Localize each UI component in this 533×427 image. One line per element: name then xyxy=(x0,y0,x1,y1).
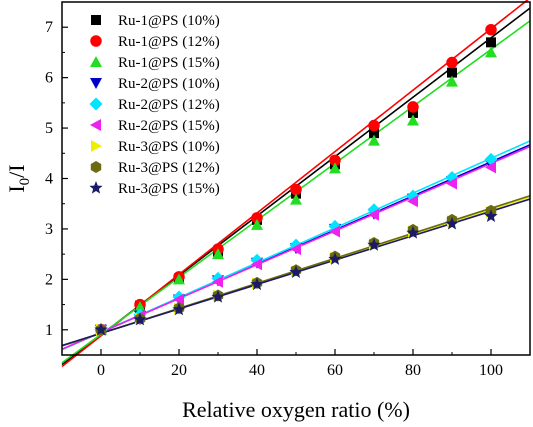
legend-label: Ru-2@PS (10%) xyxy=(118,76,220,92)
data-point-series-2 xyxy=(329,154,341,167)
data-point-series-1 xyxy=(408,107,418,118)
axis-ticks: 0 20 40 60 80 100 1 2 3 4 5 6 7 xyxy=(45,1,531,379)
legend-label: Ru-3@PS (15%) xyxy=(118,181,220,197)
y-axis-title-sub: 0 xyxy=(17,178,33,186)
legend-marker xyxy=(91,15,101,25)
data-point-series-6 xyxy=(173,293,184,306)
data-point-series-9 xyxy=(484,209,498,222)
legend-label: Ru-1@PS (15%) xyxy=(118,55,220,71)
legend-marker xyxy=(91,140,102,152)
legend-marker xyxy=(89,181,103,194)
data-point-series-3 xyxy=(368,134,380,146)
legend-label: Ru-1@PS (10%) xyxy=(118,13,220,29)
x-tick-label: 60 xyxy=(327,362,343,379)
data-point-series-1 xyxy=(447,67,457,78)
data-point-series-9 xyxy=(328,252,342,265)
data-point-series-6 xyxy=(290,243,301,256)
data-point-series-2 xyxy=(368,119,380,132)
data-point-series-1 xyxy=(486,37,496,48)
legend-marker xyxy=(90,119,101,131)
data-point-series-9 xyxy=(250,277,264,291)
data-point-series-3 xyxy=(407,114,419,126)
data-point-series-6 xyxy=(485,161,496,174)
x-tick-label: 0 xyxy=(97,362,105,379)
legend-label: Ru-2@PS (12%) xyxy=(118,97,220,113)
y-tick-label: 4 xyxy=(45,171,53,188)
y-tick-label: 3 xyxy=(45,221,53,238)
x-tick-label: 20 xyxy=(171,362,187,379)
data-point-series-9 xyxy=(367,238,381,251)
y-tick-label: 5 xyxy=(45,120,53,137)
x-tick-label: 40 xyxy=(249,362,265,379)
data-point-series-3 xyxy=(134,301,146,313)
data-point-series-3 xyxy=(329,162,341,174)
data-point-series-1 xyxy=(369,128,379,139)
data-point-series-9 xyxy=(289,265,303,278)
data-point-series-9 xyxy=(406,225,420,239)
data-point-series-2 xyxy=(251,212,263,224)
data-point-series-6 xyxy=(407,195,418,208)
legend-label: Ru-3@PS (10%) xyxy=(118,139,220,155)
y-tick-label: 6 xyxy=(45,70,53,87)
data-point-series-6 xyxy=(329,225,340,238)
legend-marker xyxy=(90,56,102,67)
data-point-series-3 xyxy=(212,248,224,260)
data-point-series-3 xyxy=(290,193,302,205)
legend-label: Ru-1@PS (12%) xyxy=(118,34,220,50)
legend-label: Ru-2@PS (15%) xyxy=(118,118,220,134)
data-point-series-6 xyxy=(212,275,223,288)
legend-marker xyxy=(90,161,102,173)
data-point-series-2 xyxy=(290,183,302,196)
data-point-series-3 xyxy=(173,273,185,285)
data-point-series-9 xyxy=(133,312,147,326)
data-point-series-2 xyxy=(446,56,458,69)
data-point-series-9 xyxy=(211,290,225,303)
data-point-series-9 xyxy=(94,322,108,336)
data-point-series-2 xyxy=(485,23,497,36)
y-axis-title-tail: /I xyxy=(4,164,29,177)
data-point-series-9 xyxy=(172,302,186,316)
data-points xyxy=(94,23,498,337)
data-point-series-6 xyxy=(251,258,262,271)
y-tick-label: 1 xyxy=(45,322,53,339)
data-point-series-3 xyxy=(446,75,458,87)
legend-label: Ru-3@PS (12%) xyxy=(118,160,220,176)
data-point-series-9 xyxy=(445,216,459,230)
x-axis-title: Relative oxygen ratio (%) xyxy=(182,397,410,422)
data-point-series-3 xyxy=(485,46,497,58)
y-axis-title: I0/I xyxy=(4,164,33,192)
data-point-series-3 xyxy=(251,218,263,230)
legend-marker xyxy=(89,97,103,111)
y-axis-title-main: I xyxy=(4,185,29,192)
x-tick-label: 100 xyxy=(479,362,503,379)
data-point-series-2 xyxy=(407,101,419,113)
data-point-series-6 xyxy=(368,208,379,221)
x-tick-label: 80 xyxy=(405,362,421,379)
y-tick-label: 7 xyxy=(45,19,53,36)
legend-marker xyxy=(90,78,102,89)
legend-marker xyxy=(90,35,102,47)
legend: Ru-1@PS (10%) Ru-1@PS (12%) Ru-1@PS (15%) R… xyxy=(89,13,220,197)
data-point-series-6 xyxy=(446,177,457,190)
y-tick-label: 2 xyxy=(45,271,53,288)
